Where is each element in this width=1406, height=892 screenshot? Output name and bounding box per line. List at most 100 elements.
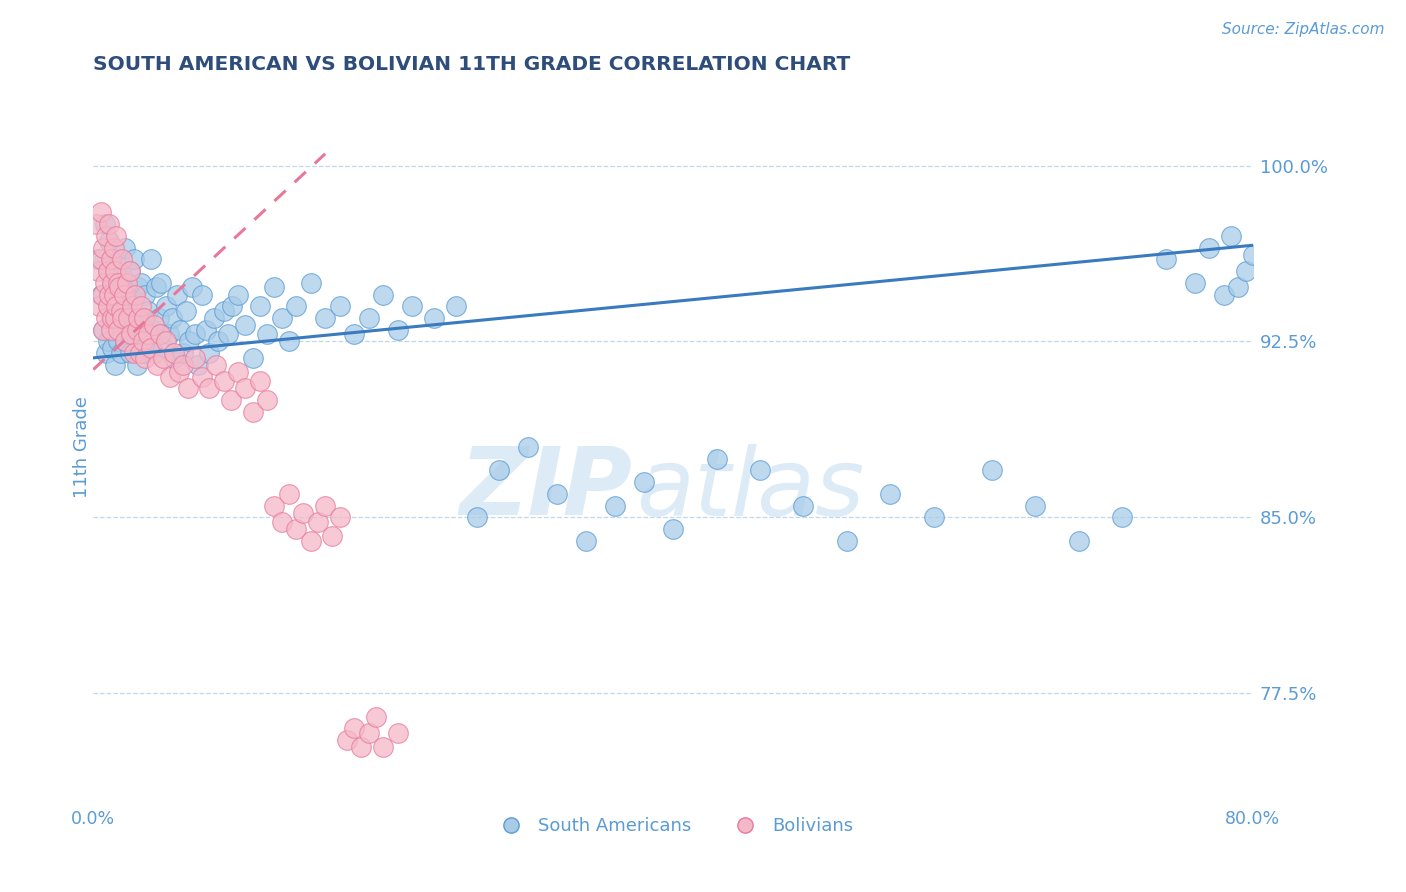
Point bbox=[256, 393, 278, 408]
Point bbox=[105, 228, 128, 243]
Point bbox=[172, 358, 194, 372]
Point bbox=[134, 351, 156, 365]
Point bbox=[329, 299, 352, 313]
Point bbox=[184, 327, 207, 342]
Point bbox=[104, 310, 127, 325]
Point bbox=[87, 299, 110, 313]
Point bbox=[141, 252, 163, 267]
Point bbox=[205, 358, 228, 372]
Point bbox=[143, 318, 166, 332]
Point bbox=[100, 280, 122, 294]
Point bbox=[111, 310, 134, 325]
Point bbox=[546, 487, 568, 501]
Point bbox=[86, 264, 108, 278]
Point bbox=[226, 287, 249, 301]
Point bbox=[86, 252, 108, 267]
Point bbox=[134, 287, 156, 301]
Point bbox=[879, 487, 901, 501]
Point bbox=[221, 299, 243, 313]
Point bbox=[93, 323, 115, 337]
Point bbox=[120, 287, 142, 301]
Point bbox=[191, 287, 214, 301]
Point bbox=[145, 280, 167, 294]
Point bbox=[1154, 252, 1177, 267]
Point bbox=[114, 241, 136, 255]
Point bbox=[292, 506, 315, 520]
Point bbox=[98, 234, 121, 248]
Point bbox=[110, 346, 132, 360]
Point bbox=[336, 733, 359, 747]
Point bbox=[160, 310, 183, 325]
Point bbox=[96, 310, 118, 325]
Point bbox=[115, 276, 138, 290]
Point bbox=[138, 304, 160, 318]
Point bbox=[835, 533, 858, 548]
Point bbox=[121, 299, 143, 313]
Point bbox=[97, 334, 120, 349]
Point bbox=[110, 304, 132, 318]
Point bbox=[299, 533, 322, 548]
Point bbox=[198, 346, 221, 360]
Point bbox=[226, 365, 249, 379]
Point bbox=[105, 299, 128, 313]
Point bbox=[112, 287, 135, 301]
Point bbox=[373, 287, 395, 301]
Point bbox=[105, 287, 128, 301]
Point bbox=[155, 334, 177, 349]
Point bbox=[169, 323, 191, 337]
Point bbox=[256, 327, 278, 342]
Point bbox=[111, 252, 134, 267]
Point bbox=[111, 268, 134, 283]
Point bbox=[152, 351, 174, 365]
Point bbox=[149, 327, 172, 342]
Point bbox=[93, 241, 115, 255]
Point bbox=[117, 310, 139, 325]
Point bbox=[980, 463, 1002, 477]
Point bbox=[235, 381, 257, 395]
Point bbox=[122, 252, 145, 267]
Point bbox=[922, 510, 945, 524]
Point bbox=[131, 334, 153, 349]
Point bbox=[387, 726, 409, 740]
Point bbox=[285, 522, 308, 536]
Point bbox=[191, 369, 214, 384]
Point bbox=[177, 334, 200, 349]
Point bbox=[1227, 280, 1250, 294]
Point bbox=[91, 287, 114, 301]
Point bbox=[118, 264, 141, 278]
Point bbox=[321, 529, 343, 543]
Point bbox=[142, 323, 165, 337]
Point bbox=[167, 365, 190, 379]
Point bbox=[132, 310, 155, 325]
Point bbox=[97, 299, 120, 313]
Point bbox=[104, 276, 127, 290]
Point bbox=[401, 299, 423, 313]
Point bbox=[121, 310, 143, 325]
Point bbox=[1212, 287, 1234, 301]
Point bbox=[187, 358, 209, 372]
Point bbox=[163, 351, 186, 365]
Point bbox=[242, 405, 264, 419]
Point bbox=[157, 327, 180, 342]
Point bbox=[124, 327, 146, 342]
Point bbox=[108, 304, 131, 318]
Point bbox=[517, 440, 540, 454]
Point bbox=[343, 327, 366, 342]
Point bbox=[792, 499, 814, 513]
Point bbox=[263, 280, 285, 294]
Point bbox=[107, 276, 129, 290]
Point bbox=[212, 304, 235, 318]
Point bbox=[114, 334, 136, 349]
Point bbox=[373, 740, 395, 755]
Point bbox=[93, 323, 115, 337]
Point bbox=[129, 299, 152, 313]
Point bbox=[343, 722, 366, 736]
Point bbox=[107, 323, 129, 337]
Point bbox=[111, 310, 134, 325]
Point bbox=[357, 310, 380, 325]
Point bbox=[184, 351, 207, 365]
Point bbox=[117, 323, 139, 337]
Point bbox=[122, 346, 145, 360]
Point bbox=[120, 327, 142, 342]
Point bbox=[150, 276, 173, 290]
